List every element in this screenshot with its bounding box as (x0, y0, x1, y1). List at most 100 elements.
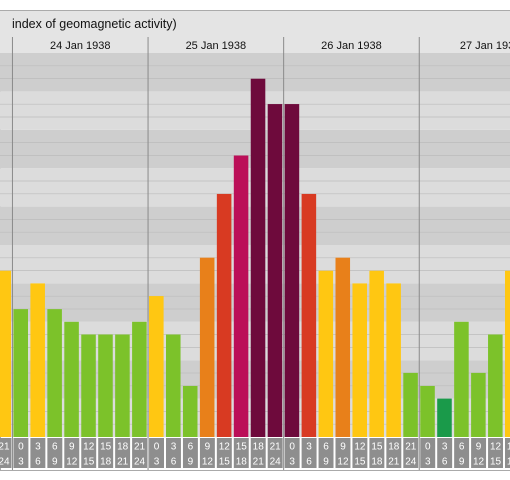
tick-box (30, 438, 46, 468)
x-tick-label: 15 (83, 457, 95, 468)
bar-series (0, 78, 510, 438)
x-tick-label: 15 (236, 442, 248, 453)
day-label: 24 Jan 1938 (50, 40, 111, 52)
x-tick-label: 12 (83, 442, 95, 453)
x-tick-label: 12 (337, 457, 349, 468)
x-tick-label: 3 (154, 457, 160, 468)
tick-box (199, 438, 215, 468)
x-tick-label: 9 (340, 442, 346, 453)
x-tick-label: 3 (425, 457, 431, 468)
kp-bar (132, 321, 147, 437)
kp-bar (182, 385, 198, 437)
kp-bar (454, 321, 469, 437)
tick-box (318, 438, 334, 468)
x-tick-label: 18 (100, 457, 112, 468)
tick-box (81, 438, 97, 468)
x-tick-label: 24 (0, 457, 10, 468)
kp-bar (284, 104, 300, 438)
x-tick-label: 21 (134, 442, 146, 453)
x-tick-label: 12 (473, 457, 485, 468)
x-tick-label: 24 (405, 457, 417, 468)
tick-box (403, 438, 419, 468)
x-tick-label: 6 (442, 457, 448, 468)
x-tick-label: 6 (459, 442, 465, 453)
x-tick-label: 9 (459, 457, 465, 468)
x-tick-label: 6 (188, 442, 194, 453)
tick-box (233, 438, 249, 468)
kp-bar (47, 309, 62, 437)
day-label: 27 Jan 193 (460, 40, 510, 52)
tick-box (335, 438, 351, 468)
kp-bar (115, 334, 130, 437)
x-tick-label: 0 (154, 442, 160, 453)
kp-bar (250, 78, 266, 437)
tick-box (115, 438, 131, 468)
kp-bar (437, 398, 452, 437)
x-tick-label: 9 (205, 442, 211, 453)
tick-box (0, 438, 12, 468)
kp-bar (166, 334, 181, 437)
x-tick-label: 15 (100, 442, 112, 453)
x-tick-label: 3 (35, 442, 41, 453)
x-tick-label: 21 (405, 442, 417, 453)
x-tick-label: 6 (52, 442, 58, 453)
tick-box (386, 438, 402, 468)
kp-bar (13, 309, 28, 437)
tick-box (98, 438, 114, 468)
tick-box (182, 438, 198, 468)
x-tick-label: 21 (117, 457, 129, 468)
x-tick-label: 3 (306, 442, 312, 453)
x-tick-label: 3 (289, 457, 295, 468)
x-tick-label: 15 (219, 457, 231, 468)
tick-box (369, 438, 385, 468)
x-tick-label: 0 (289, 442, 295, 453)
x-tick-label: 18 (253, 442, 265, 453)
tick-box (471, 438, 487, 468)
x-tick-label: 18 (236, 457, 248, 468)
x-tick-label: 9 (188, 457, 194, 468)
x-tick-label: 18 (371, 457, 383, 468)
kp-bar (216, 193, 232, 437)
kp-bar (386, 283, 401, 437)
tick-box (216, 438, 232, 468)
kp-bar (233, 155, 249, 437)
tick-box (166, 438, 181, 468)
x-tick-label: 6 (323, 442, 329, 453)
x-tick-label: 18 (388, 442, 400, 453)
kp-bar (505, 270, 510, 437)
kp-bar (352, 283, 367, 437)
tick-box (301, 438, 317, 468)
tick-box (437, 438, 453, 468)
tick-box (47, 438, 63, 468)
kp-bar (335, 257, 351, 437)
x-tick-label: 21 (0, 442, 10, 453)
x-tick-label: 15 (354, 457, 366, 468)
chart-title: index of geomagnetic activity) (12, 17, 177, 31)
day-header-bar (0, 37, 510, 53)
kp-bar (30, 283, 45, 437)
kp-bar (420, 385, 435, 437)
tick-box (132, 438, 148, 468)
kp-bar (149, 296, 164, 437)
tick-box (488, 438, 503, 468)
x-tick-label: 3 (171, 442, 177, 453)
kp-bar (64, 321, 79, 437)
kp-bar (318, 270, 334, 437)
kp-bar (369, 270, 384, 437)
kp-bar (267, 104, 283, 438)
tick-box (454, 438, 470, 468)
x-tick-label: 12 (66, 457, 78, 468)
day-label: 26 Jan 1938 (321, 40, 382, 52)
x-tick-label: 12 (202, 457, 214, 468)
kp-bar (98, 334, 113, 437)
tick-box (284, 438, 300, 468)
x-tick-label: 9 (323, 457, 329, 468)
tick-box (149, 438, 164, 468)
kp-bar (199, 257, 215, 437)
tick-box (267, 438, 283, 468)
x-tick-label: 0 (18, 442, 24, 453)
kp-bar (301, 193, 317, 437)
x-tick-label: 0 (425, 442, 431, 453)
